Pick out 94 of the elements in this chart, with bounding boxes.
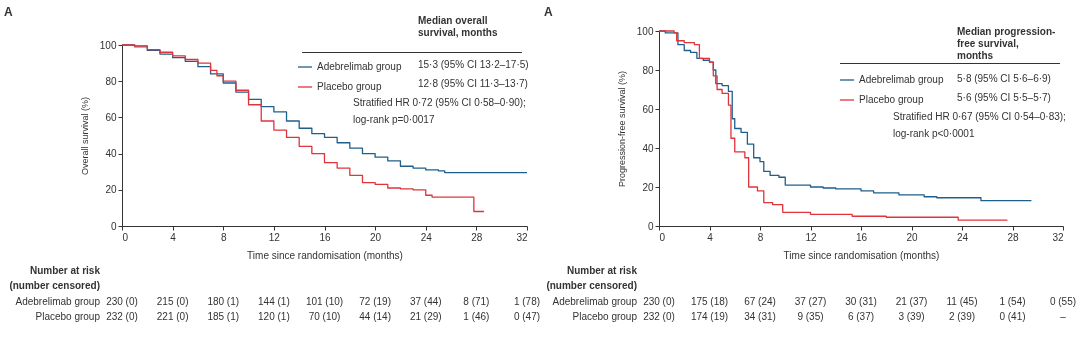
y-tick-label: 20 bbox=[642, 181, 654, 193]
x-tick-label: 24 bbox=[956, 231, 969, 243]
text: 37 (27) bbox=[794, 296, 827, 308]
y-tick-label: 60 bbox=[105, 111, 117, 123]
text: A bbox=[544, 5, 553, 19]
text: 2 (39) bbox=[948, 311, 976, 323]
text: 70 (10) bbox=[308, 311, 341, 323]
text: 175 (18) bbox=[690, 296, 729, 308]
x-tick-label: 0 bbox=[659, 231, 666, 243]
x-axis-title: Time since randomisation (months) bbox=[783, 249, 940, 261]
x-axis-title: Time since randomisation (months) bbox=[247, 249, 403, 261]
text: 44 (14) bbox=[359, 311, 391, 323]
text: Number at risk bbox=[28, 265, 100, 277]
text: 144 (1) bbox=[258, 296, 290, 308]
text: 67 (24) bbox=[744, 296, 776, 308]
x-tick-label: 16 bbox=[319, 231, 331, 243]
y-axis-title: Overall survival (%) bbox=[79, 96, 90, 176]
text: 72 (19) bbox=[359, 296, 391, 308]
x-tick-label: 20 bbox=[906, 231, 918, 243]
x-tick-label: 32 bbox=[516, 231, 528, 243]
text: 1 (46) bbox=[463, 311, 490, 323]
y-tick-label: 20 bbox=[105, 184, 117, 196]
y-tick-label: 0 bbox=[647, 220, 654, 232]
text: 1 (54) bbox=[999, 296, 1026, 308]
x-tick-label: 4 bbox=[170, 231, 177, 243]
y-tick-label: 80 bbox=[642, 64, 654, 76]
text: – bbox=[1060, 311, 1066, 323]
annotation: Stratified HR 0·72 (95% CI 0·58–0·90); bbox=[353, 97, 526, 109]
x-tick-label: 28 bbox=[1007, 231, 1019, 243]
text: (number censored) bbox=[545, 280, 637, 292]
text: 11 (45) bbox=[946, 296, 978, 308]
text: 101 (10) bbox=[305, 296, 344, 308]
text: 30 (31) bbox=[845, 296, 877, 308]
text: Number at risk bbox=[565, 265, 637, 277]
y-tick-label: 40 bbox=[642, 142, 654, 154]
x-tick-label: 4 bbox=[707, 231, 714, 243]
y-tick-label: 100 bbox=[636, 25, 654, 37]
annotation: log-rank p<0·0001 bbox=[893, 128, 975, 140]
text: 174 (19) bbox=[690, 311, 729, 323]
text: 9 (35) bbox=[797, 311, 824, 323]
text: (number censored) bbox=[8, 280, 100, 292]
text: 230 (0) bbox=[643, 296, 675, 308]
text: 120 (1) bbox=[258, 311, 290, 323]
x-tick-label: 12 bbox=[805, 231, 817, 243]
annotation: Stratified HR 0·67 (95% CI 0·54–0·83); bbox=[893, 111, 1066, 123]
text: 232 (0) bbox=[106, 311, 138, 323]
text: 34 (31) bbox=[744, 311, 776, 323]
x-tick-label: 0 bbox=[122, 231, 129, 243]
text: 3 (39) bbox=[898, 311, 925, 323]
annotation: log-rank p=0·0017 bbox=[353, 114, 435, 126]
text: Placebo group bbox=[34, 311, 100, 323]
y-tick-label: 0 bbox=[110, 220, 117, 232]
y-tick-label: 80 bbox=[105, 75, 117, 87]
text: Median overall survival, months bbox=[418, 15, 499, 39]
y-tick-label: 100 bbox=[99, 39, 117, 51]
legend-label: Placebo group bbox=[859, 94, 924, 105]
annotation: Median progression-free survival, months bbox=[957, 26, 1057, 62]
text: 0 (47) bbox=[513, 311, 541, 323]
text: 0 (55) bbox=[1049, 296, 1077, 308]
text: A bbox=[4, 5, 13, 19]
text: 180 (1) bbox=[207, 296, 240, 308]
text: Adebrelimab group bbox=[551, 296, 637, 308]
x-tick-label: 8 bbox=[220, 231, 227, 243]
text: Adebrelimab group bbox=[14, 296, 100, 308]
x-tick-label: 24 bbox=[420, 231, 433, 243]
annotation: 5·8 (95% CI 5·6–6·9) bbox=[957, 73, 1051, 85]
x-tick-label: 8 bbox=[757, 231, 764, 243]
text: Placebo group bbox=[571, 311, 637, 323]
x-tick-label: 28 bbox=[471, 231, 483, 243]
text: 1 (78) bbox=[513, 296, 541, 308]
y-tick-label: 60 bbox=[642, 103, 654, 115]
x-tick-label: 20 bbox=[370, 231, 382, 243]
annotation: 12·8 (95% CI 11·3–13·7) bbox=[418, 78, 528, 90]
annotation: 15·3 (95% CI 13·2–17·5) bbox=[418, 59, 529, 71]
text: 21 (29) bbox=[409, 311, 442, 323]
legend-label: Placebo group bbox=[317, 81, 382, 92]
text: 21 (37) bbox=[895, 296, 928, 308]
x-tick-label: 16 bbox=[855, 231, 868, 243]
text: 6 (37) bbox=[847, 311, 875, 323]
legend-label: Adebrelimab group bbox=[317, 61, 402, 72]
text: 232 (0) bbox=[643, 311, 675, 323]
text: 37 (44) bbox=[409, 296, 442, 308]
text: 221 (0) bbox=[156, 311, 189, 323]
annotation: 5·6 (95% CI 5·5–5·7) bbox=[957, 92, 1051, 104]
text: 230 (0) bbox=[106, 296, 138, 308]
x-tick-label: 32 bbox=[1052, 231, 1064, 243]
y-tick-label: 40 bbox=[105, 148, 117, 160]
y-axis-title: Progression-free survival (%) bbox=[616, 70, 627, 188]
text: 8 (71) bbox=[463, 296, 490, 308]
text: 0 (41) bbox=[999, 311, 1026, 323]
legend-label: Adebrelimab group bbox=[859, 74, 944, 85]
x-tick-label: 12 bbox=[268, 231, 281, 243]
text: 185 (1) bbox=[207, 311, 240, 323]
text: 215 (0) bbox=[156, 296, 189, 308]
